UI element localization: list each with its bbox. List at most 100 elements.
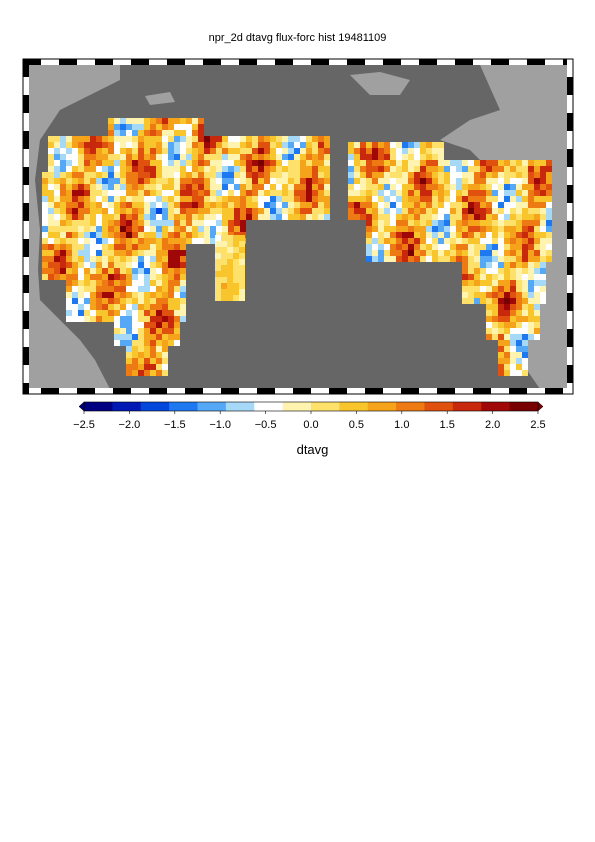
data-cell: [168, 202, 174, 208]
data-cell: [90, 238, 96, 244]
data-cell: [96, 268, 102, 274]
data-cell: [48, 208, 54, 214]
data-cell: [432, 196, 438, 202]
data-cell: [534, 208, 540, 214]
data-cell: [215, 265, 221, 271]
data-cell: [480, 178, 486, 184]
data-cell: [510, 184, 516, 190]
data-cell: [90, 262, 96, 268]
data-cell: [54, 220, 60, 226]
border-tick: [509, 388, 527, 394]
data-cell: [150, 202, 156, 208]
data-cell: [546, 226, 552, 232]
data-cell: [474, 244, 480, 250]
data-cell: [258, 172, 264, 178]
data-cell: [492, 220, 498, 226]
data-cell: [216, 220, 222, 226]
data-cell: [282, 214, 288, 220]
data-cell: [480, 208, 486, 214]
data-cell: [450, 208, 456, 214]
data-cell: [150, 244, 156, 250]
data-cell: [348, 142, 354, 148]
data-cell: [414, 238, 420, 244]
data-cell: [246, 208, 252, 214]
data-cell: [492, 334, 498, 340]
data-cell: [144, 130, 150, 136]
data-cell: [239, 295, 245, 301]
border-tick: [23, 131, 29, 149]
data-cell: [528, 160, 534, 166]
data-cell: [96, 136, 102, 142]
data-cell: [228, 184, 234, 190]
border-tick: [149, 388, 167, 394]
data-cell: [102, 148, 108, 154]
data-cell: [324, 190, 330, 196]
data-cell: [108, 292, 114, 298]
data-cell: [270, 172, 276, 178]
data-cell: [516, 292, 522, 298]
data-cell: [468, 208, 474, 214]
data-cell: [486, 262, 492, 268]
colorbar-segment: [424, 402, 454, 411]
data-cell: [102, 286, 108, 292]
data-cell: [402, 220, 408, 226]
data-cell: [492, 316, 498, 322]
data-cell: [108, 136, 114, 142]
border-tick: [401, 59, 419, 65]
border-tick: [23, 275, 29, 293]
data-cell: [246, 142, 252, 148]
data-cell: [180, 250, 186, 256]
data-cell: [168, 340, 174, 346]
data-cell: [390, 196, 396, 202]
data-cell: [396, 184, 402, 190]
data-cell: [540, 220, 546, 226]
data-cell: [372, 208, 378, 214]
data-cell: [228, 142, 234, 148]
data-cell: [498, 244, 504, 250]
data-cell: [462, 190, 468, 196]
data-cell: [84, 244, 90, 250]
border-tick: [23, 221, 29, 239]
data-cell: [126, 154, 132, 160]
colorbar-segment: [339, 402, 369, 411]
data-cell: [120, 316, 126, 322]
data-cell: [528, 334, 534, 340]
data-cell: [306, 178, 312, 184]
colorbar-segment: [225, 402, 255, 411]
data-cell: [432, 142, 438, 148]
data-cell: [227, 277, 233, 283]
data-cell: [54, 196, 60, 202]
data-cell: [408, 232, 414, 238]
data-cell: [258, 136, 264, 142]
data-cell: [156, 232, 162, 238]
data-cell: [264, 202, 270, 208]
data-cell: [72, 232, 78, 238]
data-cell: [156, 136, 162, 142]
border-tick: [567, 185, 573, 203]
data-cell: [198, 118, 204, 124]
data-cell: [180, 136, 186, 142]
data-cell: [48, 136, 54, 142]
data-cell: [444, 226, 450, 232]
data-cell: [396, 166, 402, 172]
data-cell: [84, 166, 90, 172]
data-cell: [132, 310, 138, 316]
data-cell: [468, 238, 474, 244]
data-cell: [426, 172, 432, 178]
data-cell: [504, 358, 510, 364]
colorbar-segment: [509, 402, 539, 411]
data-cell: [276, 190, 282, 196]
land-island-arctic: [350, 72, 410, 95]
data-cell: [60, 268, 66, 274]
data-cell: [126, 124, 132, 130]
data-cell: [522, 238, 528, 244]
data-cell: [510, 298, 516, 304]
data-cell: [402, 244, 408, 250]
data-cell: [234, 148, 240, 154]
data-cell: [132, 256, 138, 262]
data-cell: [540, 178, 546, 184]
data-cell: [233, 271, 239, 277]
data-cell: [522, 220, 528, 226]
data-cell: [132, 202, 138, 208]
data-cell: [221, 289, 227, 295]
